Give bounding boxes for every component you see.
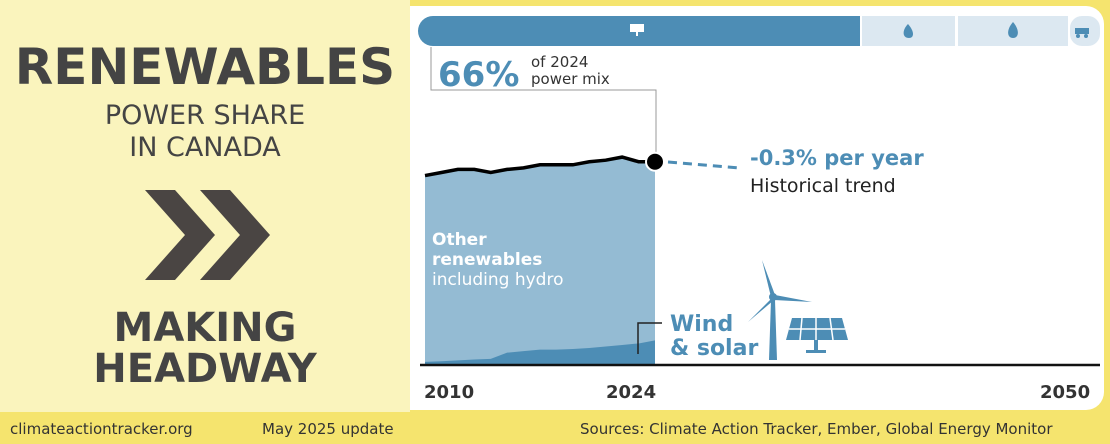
callout-line: [430, 47, 657, 162]
area-other-renewables: [425, 157, 655, 365]
rating-1: MAKING: [113, 305, 297, 351]
trend-line: [667, 160, 741, 170]
solar-panel-large-icon: [786, 317, 848, 353]
label-ws-2: & solar: [670, 336, 758, 361]
label-other-3: including hydro: [432, 270, 563, 290]
rating-2: HEADWAY: [93, 346, 317, 392]
trend-label: Historical trend: [750, 175, 896, 197]
label-other-1: Other: [432, 230, 487, 250]
line-total-renewables: [424, 155, 655, 178]
footer-site[interactable]: climateactiontracker.org: [10, 420, 193, 438]
footer-update: May 2025 update: [262, 420, 394, 438]
double-chevron-right-icon: [145, 190, 270, 280]
footer-sources: Sources: Climate Action Tracker, Ember, …: [580, 420, 1053, 438]
subtitle-2: IN CANADA: [129, 132, 281, 163]
x-tick-2010: 2010: [424, 382, 474, 403]
x-tick-2024: 2024: [606, 382, 656, 403]
ws-pointer: [637, 322, 662, 354]
area-wind-solar: [425, 340, 655, 365]
callout-text-1: of 2024: [531, 53, 588, 71]
subtitle-1: POWER SHARE: [104, 100, 306, 131]
x-tick-2050: 2050: [1040, 382, 1090, 403]
label-other-2: renewables: [432, 250, 542, 270]
point-2024: [645, 151, 665, 172]
coal-cart-icon: [1075, 28, 1089, 38]
label-ws-1: Wind: [670, 312, 733, 337]
wind-turbine-icon: [748, 260, 812, 360]
callout-value: 66%: [438, 55, 519, 95]
left-panel: RENEWABLES POWER SHARE IN CANADA MAKING …: [0, 0, 410, 412]
trend-value: -0.3% per year: [750, 146, 924, 170]
title: RENEWABLES: [14, 38, 396, 96]
leaf-icon: [903, 24, 913, 38]
callout-text-2: power mix: [531, 70, 610, 88]
solar-panel-icon: [630, 24, 644, 36]
flame-icon: [1008, 22, 1018, 38]
